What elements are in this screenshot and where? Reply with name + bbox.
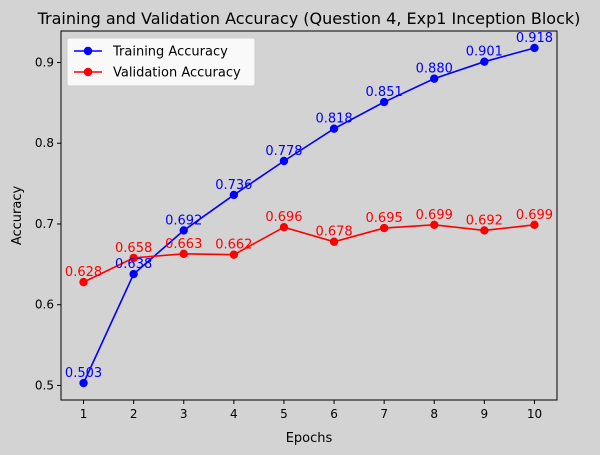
data-point-validation (530, 220, 539, 229)
data-label-training: 0.851 (366, 85, 403, 100)
x-tick-label: 10 (527, 407, 542, 421)
data-label-validation: 0.628 (65, 265, 102, 280)
data-point-validation (379, 223, 389, 233)
data-label-training: 0.901 (466, 45, 503, 60)
data-label-validation: 0.692 (466, 213, 503, 228)
data-label-validation: 0.678 (315, 225, 352, 240)
data-point-validation (129, 253, 138, 263)
data-point-validation (329, 237, 339, 246)
legend-box (66, 37, 256, 87)
data-point-validation (480, 226, 489, 235)
chart-title: Training and Validation Accuracy (Questi… (37, 9, 581, 28)
data-label-validation: 0.696 (265, 210, 302, 225)
data-label-validation: 0.695 (366, 211, 403, 226)
legend-training-label: Training Accuracy (112, 45, 228, 60)
data-point-training (179, 226, 188, 235)
legend-validation-label: Validation Accuracy (113, 66, 241, 81)
data-label-training: 0.918 (516, 31, 553, 46)
data-label-training: 0.736 (215, 178, 252, 193)
x-tick-label: 5 (280, 407, 288, 421)
x-tick-label: 2 (130, 407, 138, 421)
data-point-training (229, 190, 239, 200)
data-label-validation: 0.662 (215, 238, 252, 253)
x-tick-label: 9 (481, 407, 489, 421)
data-label-training: 0.818 (315, 112, 352, 127)
data-label-training: 0.692 (165, 213, 202, 228)
x-tick-label: 1 (80, 407, 88, 421)
legend-training-marker (83, 46, 93, 56)
data-point-validation (279, 223, 289, 232)
legend: Training Accuracy Validation Accuracy (66, 37, 256, 87)
data-point-validation (79, 277, 88, 287)
data-point-training (530, 43, 539, 53)
y-tick-label: 0.6 (35, 298, 54, 312)
data-point-validation (430, 220, 439, 229)
plot-frame (60, 30, 558, 401)
data-point-training (480, 57, 489, 66)
y-tick-label: 0.7 (35, 217, 54, 231)
legend-validation-marker (83, 67, 93, 77)
data-point-validation (179, 249, 188, 259)
data-label-validation: 0.699 (516, 208, 553, 223)
data-label-training: 0.778 (265, 144, 302, 159)
data-label-validation: 0.663 (165, 237, 202, 252)
series-line-training (82, 47, 535, 384)
y-tick-label: 0.8 (35, 136, 54, 150)
data-point-training (329, 124, 339, 133)
data-point-training (430, 74, 439, 83)
x-tick-label: 8 (430, 407, 438, 421)
x-tick-label: 6 (330, 407, 338, 421)
data-label-validation: 0.658 (115, 241, 152, 256)
y-tick-label: 0.9 (35, 55, 54, 69)
y-tick-label: 0.5 (35, 378, 54, 392)
x-tick-label: 3 (180, 407, 188, 421)
data-point-validation (229, 250, 239, 259)
x-tick-label: 7 (380, 407, 388, 421)
x-tick-label: 4 (230, 407, 238, 421)
x-axis-title: Epochs (286, 431, 333, 446)
data-label-training: 0.880 (416, 62, 453, 77)
data-point-training (279, 156, 289, 166)
data-point-training (129, 269, 138, 279)
series-line-validation (83, 223, 535, 283)
data-label-training: 0.503 (65, 366, 102, 381)
data-label-validation: 0.699 (416, 208, 453, 223)
data-label-training: 0.638 (115, 257, 152, 272)
data-point-training (79, 378, 88, 388)
y-axis-title: Accuracy (10, 186, 25, 246)
plot-area: 1 2 3 4 5 6 7 8 9 10 0.5 0.6 0.7 0.8 0.9 0.503 0.638 0.69… (35, 31, 553, 421)
data-point-training (379, 97, 389, 107)
